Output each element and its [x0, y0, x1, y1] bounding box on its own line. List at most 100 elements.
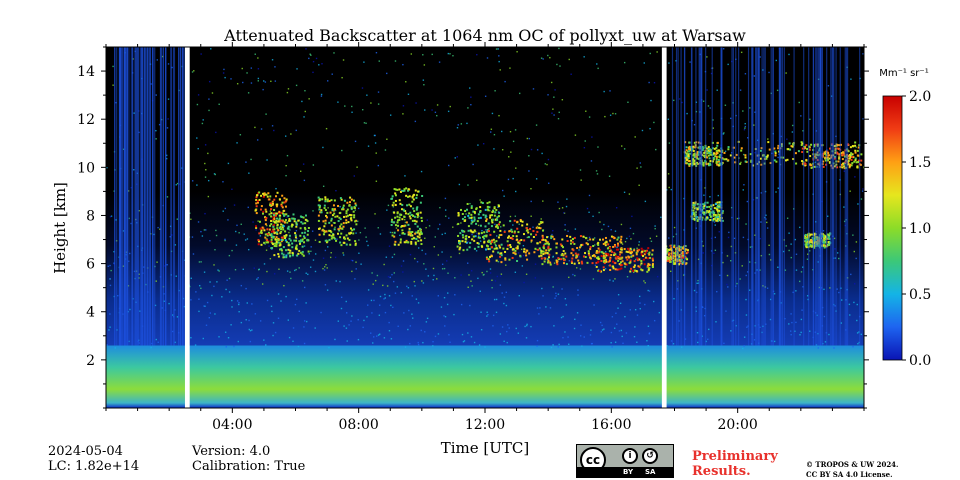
speckle-point — [254, 126, 256, 129]
cloud-point — [416, 225, 419, 228]
speckle-point — [444, 325, 446, 327]
speckle-point — [809, 118, 811, 121]
cloud-point — [585, 242, 588, 245]
cloud-point — [679, 249, 682, 252]
cloud-point — [544, 252, 547, 255]
cloud-point — [592, 238, 595, 241]
speckle-point — [638, 244, 640, 246]
cloud-point — [271, 243, 274, 246]
speckle-point — [447, 110, 450, 113]
speckle-point — [742, 110, 744, 112]
speckle-point — [590, 160, 593, 162]
speckle-point — [705, 340, 707, 343]
cloud-point — [633, 264, 636, 267]
speckle-point — [422, 341, 424, 344]
cloud-point — [273, 198, 276, 201]
speckle-point — [231, 299, 233, 302]
speckle-point — [268, 245, 270, 247]
cloud-point — [396, 212, 399, 215]
speckle-point — [197, 94, 200, 96]
cloud-point — [642, 249, 645, 252]
cloud-point — [415, 207, 418, 210]
speckle-point — [470, 270, 473, 272]
cloud-point — [610, 254, 613, 257]
cloud-point — [493, 230, 496, 233]
cloud-point — [324, 219, 327, 222]
cloud-point — [305, 214, 308, 217]
cloud-point — [470, 213, 473, 216]
cloud-point — [397, 219, 400, 222]
speckle-point — [786, 217, 789, 219]
speckle-point — [584, 140, 586, 142]
cloud-point — [843, 165, 846, 168]
cloud-point — [278, 198, 281, 201]
speckle-point — [648, 290, 651, 292]
cloud-point — [405, 241, 408, 244]
cloud-point — [487, 248, 490, 251]
speckle-point — [836, 252, 839, 254]
cloud-point — [708, 148, 711, 151]
cloud-point — [271, 202, 274, 205]
speckle-point — [375, 152, 377, 154]
speckle-point — [545, 306, 547, 308]
speckle-point — [749, 107, 751, 109]
cloud-point — [415, 208, 418, 211]
cloud-point — [589, 246, 592, 249]
cloud-point — [264, 216, 267, 219]
cloud-point — [595, 251, 598, 254]
speckle-point — [759, 326, 761, 329]
speckle-point — [643, 280, 645, 282]
speckle-point — [775, 191, 777, 193]
cloud-point — [625, 263, 628, 266]
speckle-point — [437, 228, 439, 230]
speckle-point — [535, 178, 538, 180]
speckle-point — [155, 138, 157, 140]
speckle-point — [716, 89, 718, 91]
speckle-point — [760, 192, 763, 194]
cloud-point — [507, 236, 510, 239]
noise-streak — [148, 47, 150, 346]
speckle-point — [621, 243, 624, 245]
speckle-point — [383, 337, 386, 339]
cloud-point — [294, 236, 297, 239]
cloud-point — [717, 201, 720, 204]
cloud-point — [712, 156, 715, 159]
cloud-point — [393, 231, 396, 234]
speckle-point — [706, 89, 708, 91]
cloud-point — [279, 243, 282, 246]
cloud-point — [415, 212, 418, 215]
speckle-point — [706, 56, 708, 58]
speckle-point — [833, 347, 835, 349]
speckle-point — [633, 335, 636, 338]
cloud-point — [689, 162, 692, 165]
cloud-point — [280, 240, 283, 243]
noise-streak — [120, 47, 122, 346]
speckle-point — [388, 245, 391, 247]
cloud-point — [470, 222, 473, 225]
cloud-point — [390, 224, 393, 227]
speckle-point — [227, 162, 230, 165]
cloud-point — [766, 154, 769, 157]
speckle-point — [649, 127, 651, 130]
speckle-point — [500, 130, 503, 133]
speckle-point — [508, 327, 510, 329]
cloud-point — [714, 218, 717, 221]
speckle-point — [386, 285, 389, 287]
cloud-point — [274, 238, 277, 241]
speckle-point — [370, 299, 373, 302]
cloud-point — [263, 192, 266, 195]
x-tick-label: 20:00 — [717, 417, 757, 433]
cloud-point — [270, 233, 273, 236]
cloud-point — [806, 147, 809, 150]
speckle-point — [256, 278, 258, 280]
speckle-point — [207, 195, 210, 198]
speckle-point — [822, 230, 825, 232]
cloud-point — [401, 229, 404, 232]
cloud-point — [461, 212, 464, 215]
cloud-point — [579, 245, 582, 248]
sa-icon: ↺ — [642, 448, 658, 464]
speckle-point — [446, 303, 449, 306]
cloud-point — [348, 239, 351, 242]
cloud-point — [519, 218, 522, 221]
cloud-point — [287, 225, 290, 228]
